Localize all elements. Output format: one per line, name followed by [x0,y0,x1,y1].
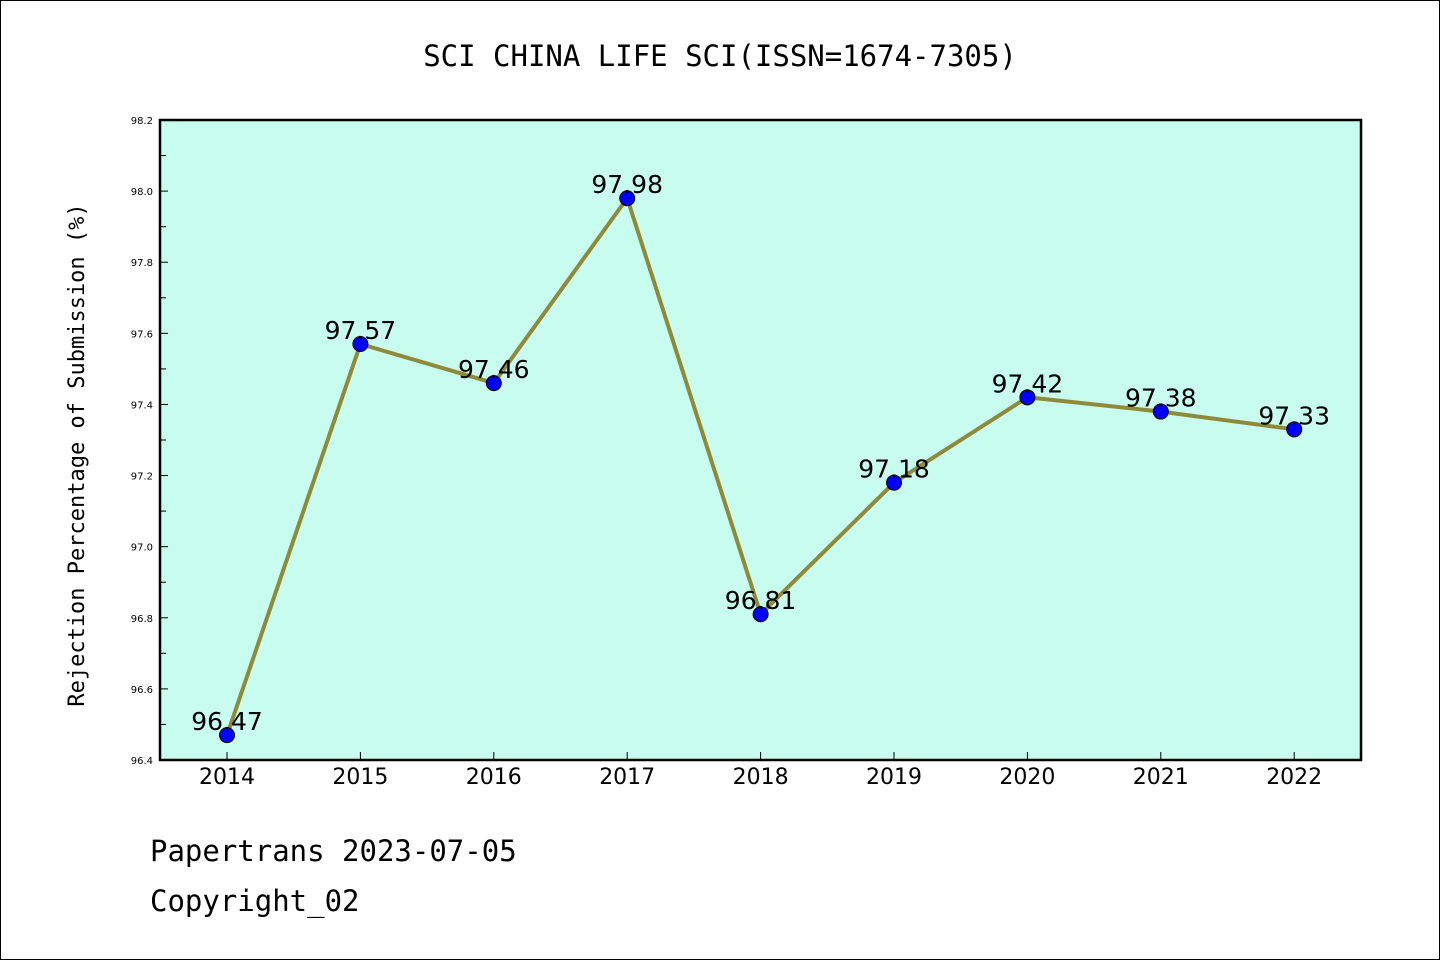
y-tick-label: 98.2 [131,116,153,127]
x-tick-label: 2021 [1133,765,1189,790]
y-tick-label: 97.4 [131,400,153,411]
data-point-marker [619,190,636,207]
y-axis-label: Rejection Percentage of Submission (%) [65,203,90,706]
y-tick-label: 97.0 [131,543,153,554]
x-tick-label: 2014 [199,765,255,790]
x-tick-label: 2017 [599,765,655,790]
footer-credit: Papertrans 2023-07-05 [150,834,517,868]
y-axis: 96.4 96.6 96.8 97.0 97.2 97.4 97.6 97.8 98.0 98.2 [131,116,168,767]
plot-area [158,118,1363,762]
x-axis: 2014 2015 2016 2017 2018 2019 2020 2021 2022 [199,752,1322,790]
data-label-layer: 96.47 97.57 97.46 97.98 96.81 97.18 97.42 97.38… [191,170,1330,736]
data-label: 97.38 [1125,384,1197,413]
data-label: 97.18 [858,455,930,484]
footer-copyright: Copyright_02 [150,884,360,918]
data-point-marker [1019,389,1036,406]
data-label: 97.57 [325,316,397,345]
data-point-marker [752,606,769,623]
y-tick-label: 96.6 [131,685,153,696]
x-tick-label: 2018 [733,765,789,790]
y-tick-label: 97.6 [131,329,153,340]
x-tick-label: 2015 [332,765,388,790]
data-point-marker [352,336,369,352]
y-tick-label: 96.4 [131,756,153,767]
x-tick-label: 2016 [466,765,522,790]
x-tick-label: 2020 [999,765,1055,790]
data-point-marker [886,474,902,491]
data-label: 97.46 [458,355,530,384]
data-label: 97.42 [992,369,1064,398]
data-label: 96.47 [191,707,263,736]
data-point-marker [219,727,235,744]
chart-title: SCI CHINA LIFE SCI(ISSN=1674-7305) [423,39,1017,73]
y-tick-label: 97.8 [131,258,153,269]
y-tick-label: 97.2 [131,472,153,483]
data-point-marker [1286,421,1303,438]
data-point-marker [485,375,502,392]
data-label: 97.33 [1258,401,1330,430]
data-label: 96.81 [725,586,797,615]
data-point-marker [1152,403,1169,420]
series-marker-layer [219,190,1303,744]
y-tick-label: 98.0 [131,187,153,198]
x-tick-label: 2022 [1266,765,1322,790]
y-tick-label: 96.8 [131,614,153,625]
x-tick-label: 2019 [866,765,922,790]
data-label: 97.98 [591,170,663,199]
